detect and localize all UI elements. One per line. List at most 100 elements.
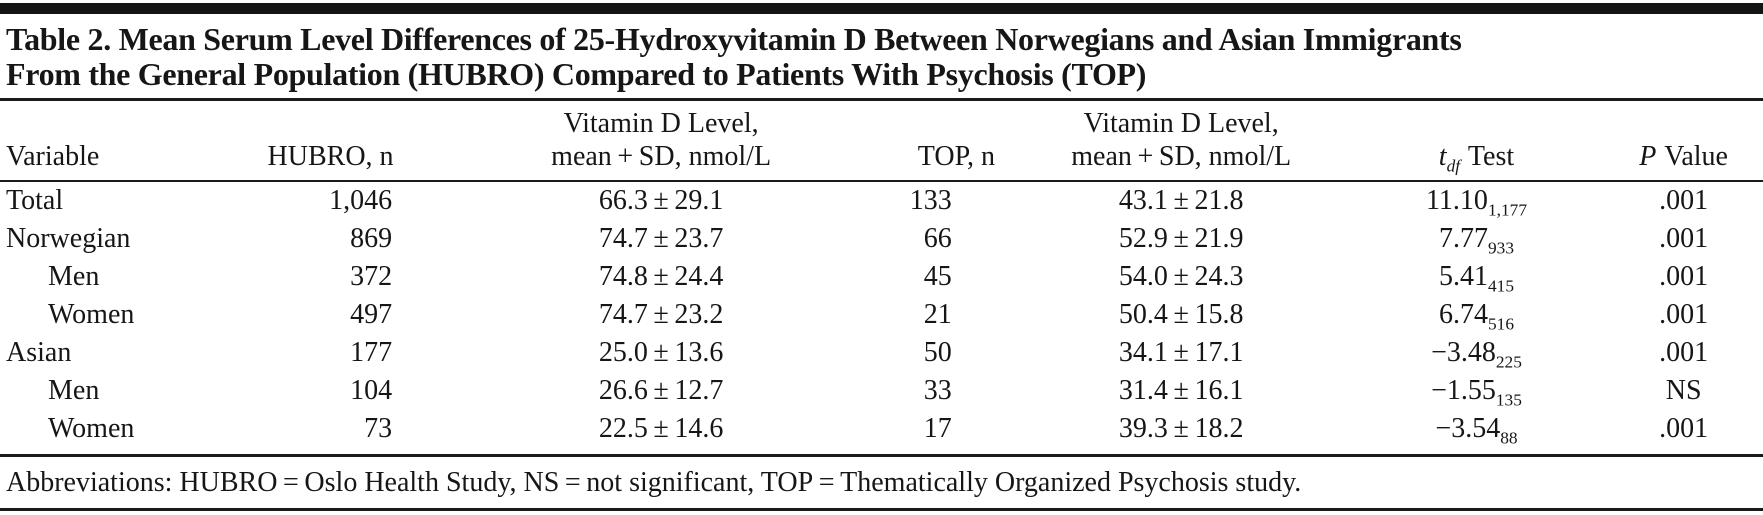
hubro-vitd-header-stack: Vitamin D Level, mean + SD, nmol/L <box>423 107 899 173</box>
t-symbol: t <box>1438 141 1447 172</box>
t-df-value: 415 <box>1487 276 1514 296</box>
cell-p-value: .001 <box>1659 337 1709 368</box>
table-body: Total 1,046 66.3 ± 29.1 133 43.1 ± 21.8 … <box>0 181 1763 448</box>
cell-hubro-vitd: 66.3 ± 29.1 <box>598 185 724 216</box>
abbreviations-footnote: Abbreviations: HUBRO = Oslo Health Study… <box>6 466 1302 498</box>
cell-top-n: 17 <box>923 413 952 444</box>
cell-hubro-n: 869 <box>350 223 393 254</box>
cell-top-vitd: 39.3 ± 18.2 <box>1118 413 1244 444</box>
t-value: −1.55 <box>1431 375 1496 406</box>
col-header-hubro-vitd: Vitamin D Level, mean + SD, nmol/L <box>423 101 900 182</box>
table-row-norwegian-men: Men 372 74.8 ± 24.4 45 54.0 ± 24.3 5.414… <box>0 258 1763 296</box>
cell-p-value: .001 <box>1659 299 1709 330</box>
cell-hubro-n: 372 <box>350 261 393 292</box>
cell-variable: Men <box>48 261 100 292</box>
cell-variable: Asian <box>6 337 72 368</box>
cell-variable: Women <box>48 299 135 330</box>
cell-hubro-vitd: 26.6 ± 12.7 <box>598 375 724 406</box>
top-vitd-header-line2: mean + SD, nmol/L <box>1071 141 1292 172</box>
t-value: 5.41 <box>1438 261 1488 292</box>
top-vitd-header-line1: Vitamin D Level, <box>1083 108 1279 139</box>
cell-top-vitd: 54.0 ± 24.3 <box>1118 261 1244 292</box>
table-title-line1: Table 2. Mean Serum Level Differences of… <box>6 21 1462 57</box>
table-title: Table 2. Mean Serum Level Differences of… <box>0 14 1763 98</box>
top-vitd-header-stack: Vitamin D Level, mean + SD, nmol/L <box>1014 107 1349 173</box>
t-value: 7.77 <box>1438 223 1488 254</box>
col-header-t-test: tdf Test <box>1348 101 1605 182</box>
cell-top-vitd: 31.4 ± 16.1 <box>1118 375 1244 406</box>
cell-top-n: 133 <box>909 185 952 216</box>
t-test-label: Test <box>1467 141 1515 172</box>
cell-t-test: 7.77933 <box>1349 220 1605 258</box>
table-row-asian-men: Men 104 26.6 ± 12.7 33 31.4 ± 16.1 −1.55… <box>0 372 1763 410</box>
df-subscript: df <box>1446 156 1461 176</box>
table-row-total: Total 1,046 66.3 ± 29.1 133 43.1 ± 21.8 … <box>0 181 1763 220</box>
cell-variable: Women <box>48 413 135 444</box>
header-row: Variable HUBRO, n Vitamin D Level, mean … <box>0 101 1763 182</box>
top-border-bar <box>0 3 1763 14</box>
cell-top-n: 50 <box>923 337 952 368</box>
cell-t-test: 11.101,177 <box>1349 181 1605 220</box>
table-row-asian: Asian 177 25.0 ± 13.6 50 34.1 ± 17.1 −3.… <box>0 334 1763 372</box>
t-df-value: 516 <box>1487 314 1514 334</box>
cell-variable: Norwegian <box>6 223 131 254</box>
cell-top-n: 45 <box>923 261 952 292</box>
cell-top-n: 33 <box>923 375 952 406</box>
table-row-asian-women: Women 73 22.5 ± 14.6 17 39.3 ± 18.2 −3.5… <box>0 410 1763 448</box>
cell-hubro-vitd: 74.7 ± 23.7 <box>598 223 724 254</box>
t-value: −3.48 <box>1431 337 1496 368</box>
col-header-p-value: P Value <box>1604 101 1763 182</box>
t-value: 11.10 <box>1425 185 1488 216</box>
t-value: −3.54 <box>1435 413 1501 444</box>
title-divider <box>0 98 1763 101</box>
t-value: 6.74 <box>1438 299 1488 330</box>
cell-hubro-n: 1,046 <box>329 185 393 216</box>
table-title-line2: From the General Population (HUBRO) Comp… <box>6 56 1147 92</box>
cell-variable: Men <box>48 375 100 406</box>
p-symbol: P <box>1639 141 1657 172</box>
cell-hubro-vitd: 74.8 ± 24.4 <box>598 261 724 292</box>
cell-variable: Total <box>6 185 64 216</box>
cell-t-test: −1.55135 <box>1349 372 1605 410</box>
cell-p-value: .001 <box>1659 185 1709 216</box>
col-header-top-n: TOP, n <box>899 101 1014 182</box>
t-df-value: 933 <box>1487 238 1514 258</box>
cell-top-vitd: 50.4 ± 15.8 <box>1118 299 1244 330</box>
cell-p-value: NS <box>1665 375 1702 406</box>
cell-hubro-vitd: 25.0 ± 13.6 <box>598 337 724 368</box>
cell-top-vitd: 43.1 ± 21.8 <box>1118 185 1244 216</box>
t-df-value: 135 <box>1495 390 1522 410</box>
cell-hubro-n: 73 <box>364 413 393 444</box>
cell-p-value: .001 <box>1659 413 1709 444</box>
cell-t-test: −3.48225 <box>1349 334 1605 372</box>
cell-top-vitd: 52.9 ± 21.9 <box>1118 223 1244 254</box>
t-df-value: 1,177 <box>1487 200 1527 220</box>
cell-p-value: .001 <box>1659 261 1709 292</box>
cell-hubro-n: 104 <box>350 375 393 406</box>
col-header-variable: Variable <box>0 101 238 182</box>
table-row-norwegian-women: Women 497 74.7 ± 23.2 21 50.4 ± 15.8 6.7… <box>0 296 1763 334</box>
cell-hubro-n: 177 <box>350 337 393 368</box>
data-table: Variable HUBRO, n Vitamin D Level, mean … <box>0 101 1763 448</box>
col-header-top-vitd: Vitamin D Level, mean + SD, nmol/L <box>1013 101 1349 182</box>
hubro-vitd-header-line1: Vitamin D Level, <box>563 108 759 139</box>
hubro-vitd-header-line2: mean + SD, nmol/L <box>551 141 772 172</box>
cell-p-value: .001 <box>1659 223 1709 254</box>
body-footnote-divider <box>0 454 1763 457</box>
col-header-hubro-n: HUBRO, n <box>238 101 424 182</box>
p-value-label: Value <box>1664 141 1728 172</box>
cell-t-test: −3.5488 <box>1349 410 1605 448</box>
cell-hubro-vitd: 22.5 ± 14.6 <box>598 413 724 444</box>
table-row-norwegian: Norwegian 869 74.7 ± 23.7 66 52.9 ± 21.9… <box>0 220 1763 258</box>
t-df-value: 88 <box>1500 428 1518 448</box>
table-header: Variable HUBRO, n Vitamin D Level, mean … <box>0 101 1763 182</box>
bottom-border-bar <box>0 507 1763 511</box>
cell-top-vitd: 34.1 ± 17.1 <box>1118 337 1244 368</box>
cell-hubro-vitd: 74.7 ± 23.2 <box>598 299 724 330</box>
t-df-value: 225 <box>1495 352 1522 372</box>
cell-t-test: 6.74516 <box>1349 296 1605 334</box>
cell-t-test: 5.41415 <box>1349 258 1605 296</box>
cell-hubro-n: 497 <box>350 299 393 330</box>
cell-top-n: 21 <box>923 299 952 330</box>
